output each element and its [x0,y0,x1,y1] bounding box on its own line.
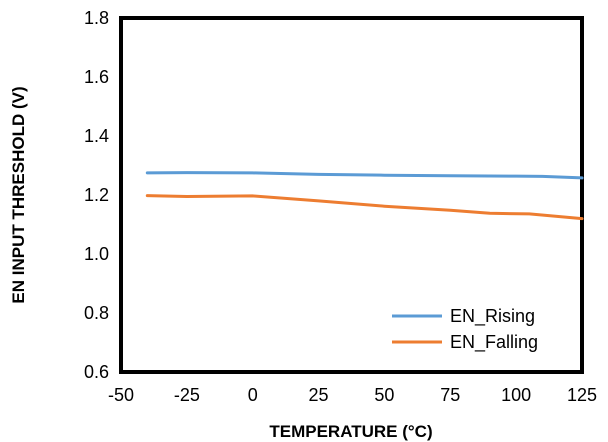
y-tick-labels: 0.6 0.8 1.0 1.2 1.4 1.6 1.8 [84,8,109,382]
y-tick-label: 0.6 [84,362,109,382]
x-tick-label: -25 [174,385,200,405]
x-tick-label: 50 [374,385,394,405]
series-line-en-falling [145,194,584,221]
y-tick-label: 1.0 [84,244,109,264]
x-tick-label: 75 [440,385,460,405]
y-tick-label: 1.2 [84,185,109,205]
x-tick-labels: -50 -25 0 25 50 75 100 125 [108,385,597,405]
y-tick-label: 1.8 [84,8,109,28]
x-tick-label: 125 [567,385,597,405]
y-tick-label: 0.8 [84,303,109,323]
y-tick-label: 1.4 [84,126,109,146]
series-lines [145,171,584,221]
x-tick-label: 0 [248,385,258,405]
x-tick-label: -50 [108,385,134,405]
x-axis-title: TEMPERATURE (°C) [269,422,432,441]
series-line-en-rising [145,171,584,180]
y-axis-title: EN INPUT THRESHOLD (V) [9,86,28,303]
legend-label: EN_Falling [450,332,538,353]
legend-label: EN_Rising [450,306,535,327]
x-tick-label: 100 [501,385,531,405]
x-tick-label: 25 [309,385,329,405]
legend: EN_Rising EN_Falling [392,306,538,353]
y-tick-label: 1.6 [84,67,109,87]
